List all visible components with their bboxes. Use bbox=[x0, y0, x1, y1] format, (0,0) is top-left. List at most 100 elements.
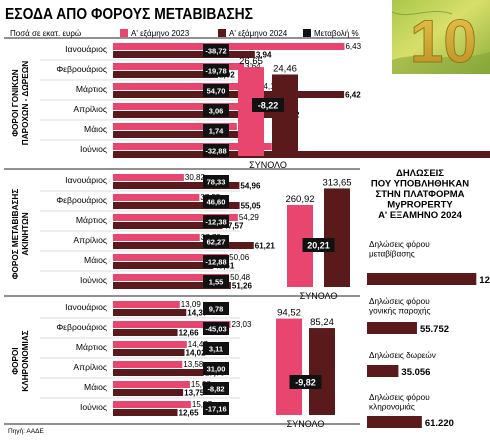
bar-2023 bbox=[113, 143, 272, 150]
bar-2024 bbox=[113, 182, 240, 189]
change-box bbox=[203, 382, 229, 395]
bar-2024 bbox=[113, 309, 187, 316]
panel-value-label: 35.056 bbox=[401, 367, 430, 378]
bar-2024 bbox=[113, 262, 214, 269]
bar-2023 bbox=[113, 341, 187, 348]
month-label: Απρίλιος bbox=[73, 104, 107, 114]
total-change-label: -9,82 bbox=[295, 378, 316, 388]
value-label-2024: 14,37 bbox=[187, 309, 208, 318]
bar-2024 bbox=[113, 329, 178, 336]
legend-swatch bbox=[120, 29, 128, 37]
value-label-2024: 47,57 bbox=[223, 222, 244, 231]
value-label-2024: 14,02 bbox=[186, 349, 207, 358]
total-value-2023: 94,52 bbox=[277, 308, 301, 319]
banknote-image: 10 bbox=[391, 0, 490, 75]
section-label: ΦΟΡΟΙ ΓΟΝΙΚΩΝΠΑΡΟΧΩΝ - ΔΩΡΕΩΝ bbox=[11, 61, 30, 146]
change-label: -19,78 bbox=[205, 67, 226, 76]
change-box bbox=[203, 342, 229, 355]
change-label: 1,55 bbox=[209, 278, 224, 287]
month-label: Μάιος bbox=[84, 382, 107, 392]
bar-2023 bbox=[113, 381, 190, 388]
value-label-2023: 3,64 bbox=[245, 62, 261, 71]
total-value-2024: 313,65 bbox=[322, 177, 351, 188]
panel-value-label: 61.220 bbox=[425, 418, 454, 429]
bar-2023 bbox=[113, 301, 180, 308]
month-label: Μάρτιος bbox=[76, 84, 107, 94]
month-label: Απρίλιος bbox=[73, 362, 107, 372]
month-label: Φεβρουάριος bbox=[56, 195, 107, 205]
bar-2023 bbox=[113, 63, 245, 70]
total-value-2024: 85,24 bbox=[310, 317, 334, 328]
value-label-2023: 13,58 bbox=[183, 360, 204, 369]
change-label: -12,38 bbox=[205, 218, 226, 227]
change-box bbox=[203, 235, 229, 248]
panel-category-label: Δηλώσεις φόρου bbox=[369, 393, 430, 402]
panel-title: ΔΗΛΩΣΕΙΣ bbox=[396, 168, 444, 179]
value-label-2024: 6,42 bbox=[345, 91, 361, 100]
bar-2024 bbox=[113, 242, 254, 249]
change-box bbox=[203, 255, 229, 268]
change-label: -17,16 bbox=[205, 405, 226, 414]
panel-title: MyPROPERTY bbox=[387, 200, 453, 211]
section-label: ΦΟΡΟΣ ΜΕΤΑΒΙΒΑΣΗΣΑΚΙΝΗΤΩΝ bbox=[11, 189, 30, 280]
value-label-2023: 54,29 bbox=[239, 213, 260, 222]
total-value-2023: 260,92 bbox=[285, 194, 314, 205]
bar-2024 bbox=[113, 282, 231, 289]
section-label: ΦΟΡΟΙΚΛΗΡΟΝΟΜΙΑΣ bbox=[11, 330, 30, 391]
panel-category-label: κληρονομιάς bbox=[369, 403, 415, 412]
panel-title: Α' ΕΞΑΜΗΝΟ 2024 bbox=[378, 210, 463, 221]
bar-2024 bbox=[113, 369, 204, 376]
panel-category-label: μεταβίβασης bbox=[369, 250, 415, 259]
total-change-box bbox=[252, 98, 284, 112]
bar-2023 bbox=[113, 194, 200, 201]
value-label-2023: 15,27 bbox=[192, 400, 213, 409]
total-change-label: -8,22 bbox=[258, 101, 279, 111]
svg-text:10: 10 bbox=[410, 8, 477, 75]
bar-2023 bbox=[113, 321, 231, 328]
change-label: -38,72 bbox=[205, 47, 226, 56]
month-label: Ιούνιος bbox=[80, 275, 107, 285]
change-box bbox=[203, 175, 229, 188]
bar-2023 bbox=[113, 174, 184, 181]
bar-2023 bbox=[113, 274, 230, 281]
page-title: ΕΣΟΔΑ ΑΠΟ ΦΟΡΟΥΣ ΜΕΤΑΒΙΒΑΣΗΣ bbox=[5, 6, 253, 23]
bar-2023 bbox=[113, 254, 229, 261]
month-label: Μάρτιος bbox=[76, 215, 107, 225]
change-label: -32,88 bbox=[205, 147, 226, 156]
total-bar-2024 bbox=[324, 188, 350, 287]
month-label: Ιανουάριος bbox=[65, 44, 107, 54]
change-label: 3,06 bbox=[209, 107, 224, 116]
change-box bbox=[203, 362, 229, 375]
change-box bbox=[203, 84, 229, 97]
panel-category-label: Δηλώσεις δωρεών bbox=[369, 351, 436, 360]
bar-2024 bbox=[113, 222, 223, 229]
value-label-2024: 54,96 bbox=[240, 182, 261, 191]
change-box bbox=[203, 124, 229, 137]
value-label-2024: 61,21 bbox=[255, 242, 276, 251]
panel-bar bbox=[367, 322, 417, 334]
change-box bbox=[203, 104, 229, 117]
value-label-2023: 50,48 bbox=[230, 273, 251, 282]
bar-2024 bbox=[113, 71, 219, 78]
change-box bbox=[203, 64, 229, 77]
chart-section: ΦΟΡΟΣ ΜΕΤΑΒΙΒΑΣΗΣΑΚΙΝΗΤΩΝ Ιανουάριος 30,82… bbox=[4, 168, 360, 301]
unit-note: Ποσά σε εκατ. ευρώ bbox=[10, 29, 81, 38]
month-label: Φεβρουάριος bbox=[56, 322, 107, 332]
month-label: Ιανουάριος bbox=[65, 302, 107, 312]
change-box bbox=[203, 275, 229, 288]
bar-2024 bbox=[113, 389, 184, 396]
panel-title: ΠΟΥ ΥΠΟΒΛΗΘΗΚΑΝ bbox=[371, 179, 469, 190]
panel-bar bbox=[367, 273, 477, 285]
chart-section: ΦΟΡΟΙ ΓΟΝΙΚΩΝΠΑΡΟΧΩΝ - ΔΩΡΕΩΝ Ιανουάριος 6… bbox=[4, 37, 490, 170]
value-label-2024: 51,26 bbox=[232, 282, 253, 291]
value-label-2023: 23,03 bbox=[231, 320, 252, 329]
value-label-2023: 6,43 bbox=[345, 42, 361, 51]
change-label: 54,70 bbox=[207, 87, 226, 96]
total-value-2023: 26,65 bbox=[239, 56, 263, 67]
bar-2023 bbox=[113, 214, 238, 221]
bar-2023 bbox=[113, 361, 183, 368]
change-label: 9,78 bbox=[209, 305, 224, 314]
